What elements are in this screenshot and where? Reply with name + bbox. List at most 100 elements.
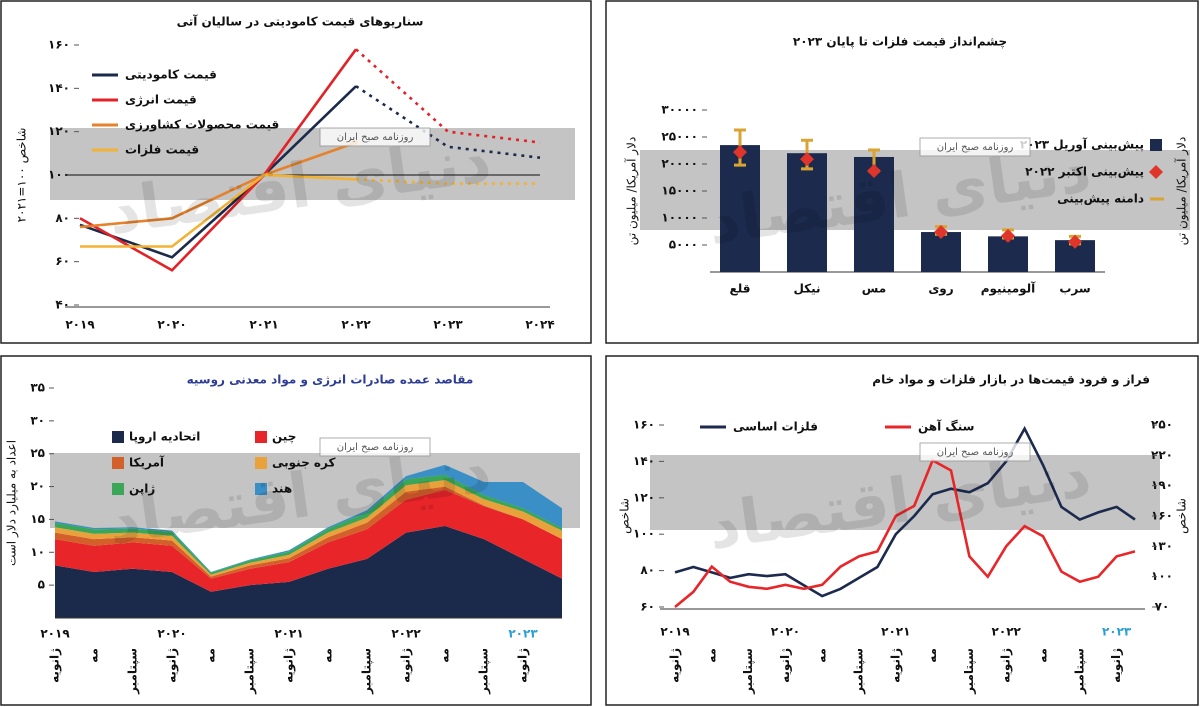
- x-tick-label: ژانویه: [888, 648, 903, 683]
- x-tick-label: سرب: [1059, 282, 1090, 296]
- x-tick-label: سپتامبر: [741, 648, 755, 695]
- x-tick-label: مه: [321, 648, 335, 663]
- diamond: [934, 225, 948, 240]
- year-label: ۲۰۲۱: [881, 625, 910, 639]
- year-label: ۲۰۱۹: [660, 625, 690, 639]
- x-tick-label: ژانویه: [516, 648, 531, 683]
- y-tick-label: ۱۴۰: [633, 454, 655, 468]
- x-tick-label: سپتامبر: [243, 648, 257, 695]
- y-tick-label: ۶۰: [640, 600, 655, 614]
- y-tick-label: ۱۰۰: [48, 168, 70, 182]
- legend-label: کره جنوبی: [272, 456, 335, 471]
- year-label: ۲۰۱۹: [40, 627, 70, 641]
- watermark-tag-box: [919, 137, 1031, 157]
- x-tick-label: ژانویه: [165, 648, 180, 683]
- legend-label: قیمت انرژی: [125, 93, 197, 107]
- x-tick-label: روی: [928, 282, 953, 297]
- line: [80, 173, 357, 248]
- diamond: [867, 164, 881, 179]
- legend-label: هند: [272, 482, 292, 496]
- x-tick-label: سپتامبر: [852, 648, 866, 695]
- y-tick-label: ۶۰: [55, 254, 70, 268]
- x-tick-label: سپتامبر: [477, 648, 491, 695]
- year-label: ۲۰۲۱: [274, 627, 303, 641]
- x-tick-label: ژانویه: [399, 648, 414, 683]
- watermark-tag: روزنامه صبح ایران: [937, 447, 1014, 458]
- legend-label: قیمت فلزات: [125, 143, 199, 157]
- x-tick-label: ۲۰۱۹: [65, 318, 95, 332]
- x-tick-label: ۲۰۲۰: [157, 318, 186, 332]
- chart-title: مقاصد عمده صادرات انرژی و مواد معدنی روس…: [187, 373, 474, 388]
- diamond: [800, 152, 814, 167]
- line: [79, 48, 358, 272]
- y-tick-label: ۲۵: [30, 446, 45, 460]
- legend-swatch: [1149, 165, 1163, 179]
- diamond: [1001, 228, 1015, 243]
- x-tick-label: مه: [1036, 648, 1050, 663]
- y-tick-label: ۸۰: [640, 563, 655, 577]
- x-tick-label: ۲۰۲۴: [525, 318, 554, 332]
- x-tick-label: سپتامبر: [1072, 648, 1086, 695]
- legend-label: پیش‌بینی آوریل ۲۰۲۳: [1020, 137, 1144, 153]
- x-tick-label: مه: [204, 648, 218, 663]
- y-axis-label: شاخص: [1175, 498, 1190, 534]
- y-tick-label: ۱۹۰: [1151, 478, 1173, 492]
- area: [55, 489, 562, 592]
- y-tick-label: ۲۰۰۰۰: [661, 157, 698, 171]
- x-tick-label: ژانویه: [282, 648, 297, 683]
- area: [55, 526, 562, 618]
- x-tick-label: ژانویه: [48, 648, 63, 683]
- legend-label: فلزات اساسی: [733, 420, 818, 434]
- x-tick-label: قلع: [730, 282, 751, 296]
- watermark-tag-box: [319, 127, 431, 147]
- x-tick-label: مه: [925, 648, 939, 663]
- band: [50, 128, 575, 200]
- year-label: ۲۰۲۲: [391, 627, 421, 641]
- panel: [605, 355, 1199, 706]
- line: [355, 178, 540, 185]
- y-axis-label: دلار آمریکا/ میلیون تن: [624, 137, 640, 246]
- x-tick-label: آلومینیوم: [981, 281, 1036, 297]
- y-axis-label: دلار آمریکا/ میلیون تن: [1174, 137, 1190, 246]
- x-tick-label: مه: [704, 648, 718, 663]
- x-tick-label: ۲۰۲۲: [341, 318, 371, 332]
- y-tick-label: ۱۰۰۰۰: [661, 211, 698, 225]
- legend-label: پیش‌بینی اکتبر ۲۰۲۲: [1025, 165, 1144, 179]
- x-tick-label: ژانویه: [668, 648, 683, 683]
- diamond: [1068, 234, 1082, 249]
- x-tick-label: ژانویه: [778, 648, 793, 683]
- legend-swatch: [112, 457, 124, 469]
- y-tick-label: ۷۰: [1155, 600, 1170, 614]
- y-tick-label: ۱۵۰۰۰: [661, 184, 698, 198]
- y-tick-label: ۳۰۰۰۰: [661, 103, 698, 117]
- y-tick-label: ۵: [38, 578, 45, 592]
- y-tick-label: ۲۲۰: [1151, 448, 1173, 462]
- line: [79, 85, 357, 259]
- y-tick-label: ۱۰۰: [633, 527, 655, 541]
- year-label: ۲۰۲۳: [508, 627, 538, 641]
- y-tick-label: ۳۰: [30, 413, 45, 427]
- legend-label: آمریکا: [129, 455, 165, 470]
- year-label: ۲۰۲۰: [771, 625, 800, 639]
- y-tick-label: ۲۵۰۰۰: [661, 130, 698, 144]
- x-tick-label: مس: [862, 282, 886, 296]
- x-tick-label: ۲۰۲۱: [249, 318, 278, 332]
- legend-swatch: [112, 431, 124, 443]
- y-axis-label: اعداد به میلیارد دلار است: [5, 440, 20, 566]
- x-tick-label: مه: [87, 648, 101, 663]
- diamond: [733, 145, 747, 160]
- legend-label: قیمت محصولات کشاورزی: [125, 118, 279, 133]
- x-tick-label: نیکل: [793, 282, 820, 296]
- line: [355, 48, 541, 144]
- y-tick-label: ۲۰: [30, 479, 45, 493]
- y-tick-label: ۱۶۰: [1151, 509, 1173, 523]
- y-axis-label: شاخص ۱۰۰=۲۰۲۱: [15, 128, 30, 223]
- y-tick-label: ۱۵: [30, 512, 45, 526]
- chart-title: سناریوهای قیمت کامودیتی در سالیان آتی: [177, 14, 424, 30]
- watermark-tag: روزنامه صبح ایران: [337, 442, 414, 453]
- legend-label: اتحادیه اروپا: [129, 430, 200, 445]
- y-tick-label: ۱۶۰: [48, 38, 70, 52]
- y-tick-label: ۱۰: [30, 545, 45, 559]
- legend-label: سنگ آهن: [918, 419, 974, 434]
- legend-swatch: [1150, 139, 1162, 151]
